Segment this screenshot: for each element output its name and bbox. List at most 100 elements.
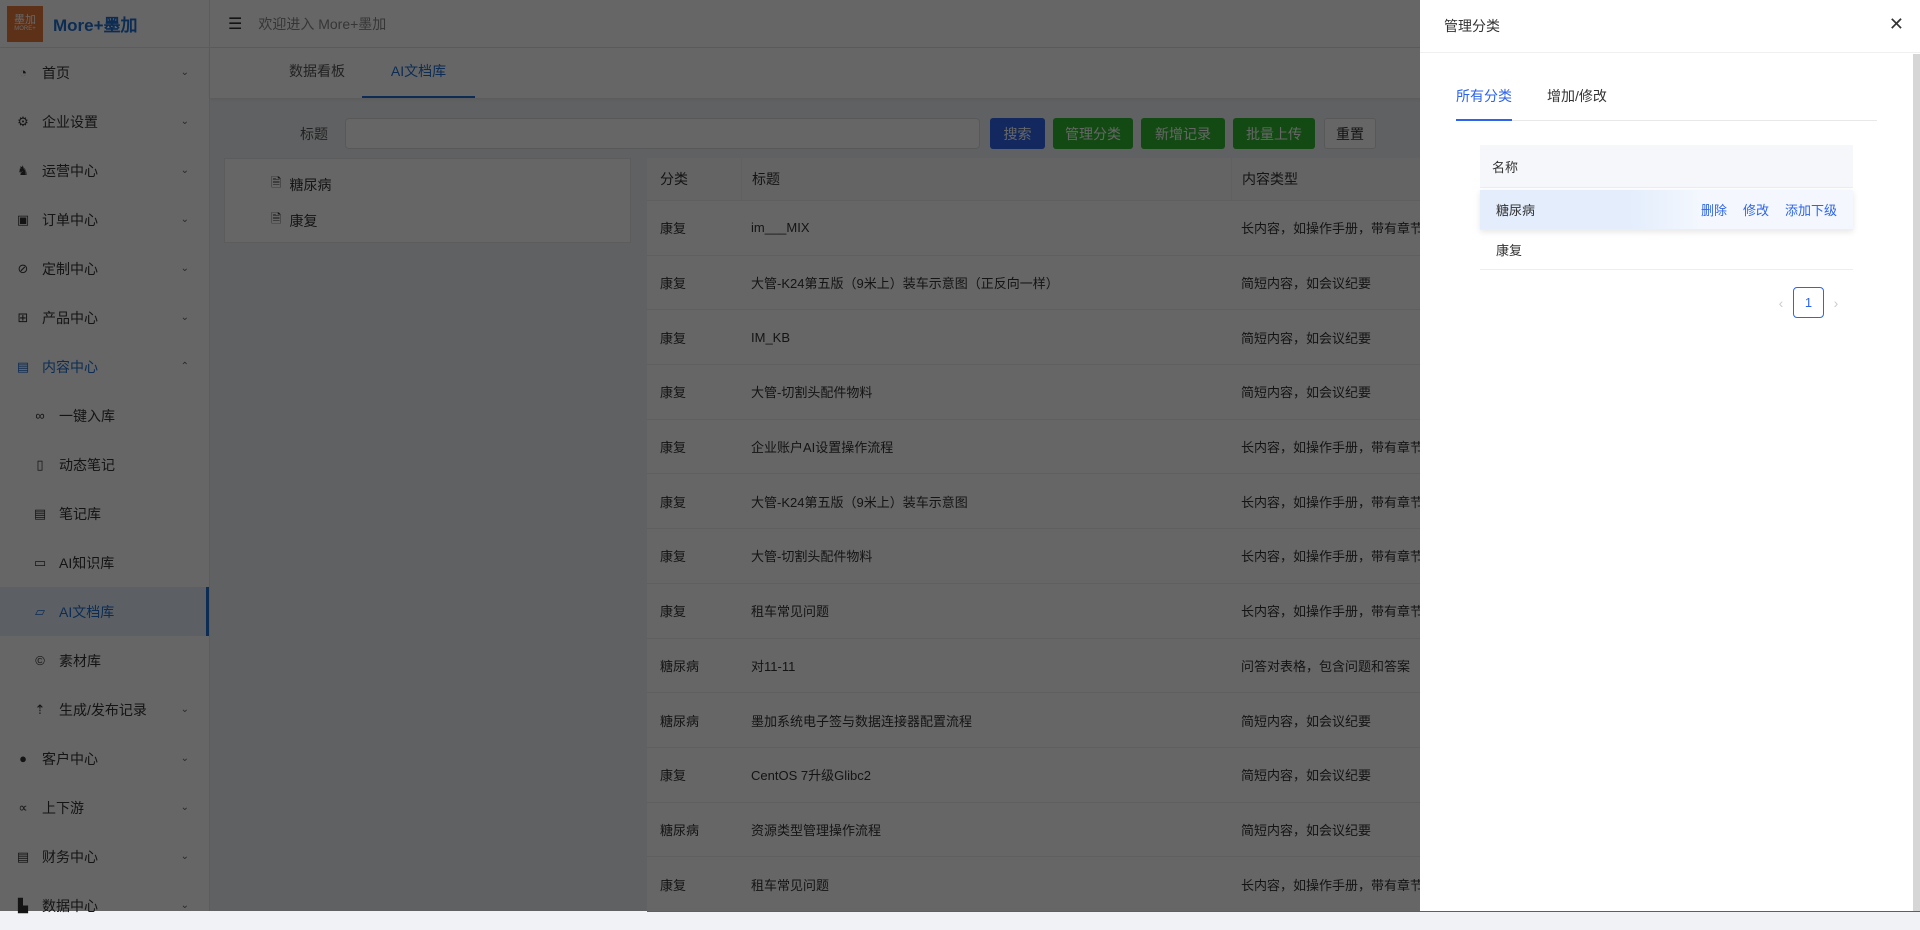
page-1-button[interactable]: 1 xyxy=(1793,287,1824,318)
sidebar-item[interactable]: ▤ 笔记库 xyxy=(0,489,209,538)
manage-category-button[interactable]: 管理分类 xyxy=(1053,118,1133,149)
sidebar-item[interactable]: ⊞ 产品中心 ⌄ xyxy=(0,293,209,342)
sidebar-item-label: 首页 xyxy=(42,64,70,81)
welcome-text: 欢迎进入 More+墨加 xyxy=(258,15,387,32)
cell-category: 康复 xyxy=(660,877,687,893)
column-header: 名称 xyxy=(1480,145,1853,188)
brand-name: More+墨加 xyxy=(53,16,138,35)
scrollbar[interactable] xyxy=(1913,54,1920,911)
chevron-icon: ⌃ xyxy=(180,361,189,372)
table-row[interactable]: 康复 大管-K24第五版（9米上）装车示意图（正反向一样） 简短内容，如会议纪要 xyxy=(647,256,1920,311)
cell-category: 康复 xyxy=(660,549,687,565)
cloud-upload-icon: ⇡ xyxy=(34,701,46,717)
cell-title: 大管-K24第五版（9米上）装车示意图 xyxy=(751,494,968,510)
cell-category: 康复 xyxy=(660,494,687,510)
sidebar-item[interactable]: © 素材库 xyxy=(0,636,209,685)
close-icon[interactable]: ✕ xyxy=(1888,14,1904,34)
prev-page-icon[interactable]: ‹ xyxy=(1778,294,1784,311)
table-row[interactable]: 康复 IM_KB 简短内容，如会议纪要 xyxy=(647,310,1920,366)
cell-title: im___MIX xyxy=(751,220,810,236)
sidebar-item[interactable]: ⊘ 定制中心 ⌄ xyxy=(0,244,209,293)
grid-icon: ⊞ xyxy=(17,309,29,325)
sidebar-item[interactable]: ⚙ 企业设置 ⌄ xyxy=(0,97,209,146)
tree-item[interactable]: 🗎 糖尿病 xyxy=(225,167,630,203)
sidebar: 墨加 MORE+ More+墨加 ◔ 首页 ⌄ ⚙ 企业设置 ⌄ ♞ 运营中心 ⌄ ▣ 订单中心 ⌄ ⊘ 定… xyxy=(0,0,210,914)
chevron-icon: ⌄ xyxy=(180,165,189,176)
cell-content-type: 简短内容，如会议纪要 xyxy=(1241,768,1372,784)
table-row[interactable]: 糖尿病 对11-11 问答对表格，包含问题和答案 xyxy=(647,639,1920,694)
next-page-icon[interactable]: › xyxy=(1833,294,1839,311)
tab-dashboard[interactable]: 数据看板 xyxy=(289,63,345,79)
sidebar-item[interactable]: ▱ AI文档库 xyxy=(0,587,209,636)
column-header: 标题 xyxy=(741,158,1231,200)
sidebar-item[interactable]: ▤ 内容中心 ⌃ xyxy=(0,342,209,391)
sidebar-item-label: 产品中心 xyxy=(42,309,98,326)
menu-collapse-icon[interactable]: ☰ xyxy=(228,15,243,33)
column-header: 分类 xyxy=(660,171,688,187)
android-icon: ♞ xyxy=(17,162,29,178)
sidebar-item[interactable]: ∞ 一键入库 xyxy=(0,391,209,440)
edit-link[interactable]: 修改 xyxy=(1742,203,1769,218)
sidebar-item-label: AI文档库 xyxy=(59,603,115,620)
cell-content-type: 简短内容，如会议纪要 xyxy=(1241,713,1372,729)
sidebar-item[interactable]: ▯ 动态笔记 xyxy=(0,440,209,489)
ledger-icon: ▤ xyxy=(16,848,30,864)
cell-category: 康复 xyxy=(660,385,687,401)
manage-category-drawer: 管理分类 ✕ 所有分类 增加/修改 名称 糖尿病 删除 修改 添加下级 康复 ‹… xyxy=(1420,0,1920,911)
title-search-input[interactable] xyxy=(345,118,980,149)
sidebar-item[interactable]: ⇡ 生成/发布记录 ⌄ xyxy=(0,685,209,734)
cell-category: 康复 xyxy=(660,330,687,346)
cell-content-type: 简短内容，如会议纪要 xyxy=(1241,822,1372,838)
area-chart-icon: ▙ xyxy=(18,897,28,913)
cell-category: 康复 xyxy=(660,440,687,456)
chevron-icon: ⌄ xyxy=(180,753,189,764)
sidebar-item[interactable]: ▙ 数据中心 ⌄ xyxy=(0,881,209,930)
content-icon: ▤ xyxy=(16,358,30,374)
add-record-button[interactable]: 新增记录 xyxy=(1141,118,1225,149)
delete-link[interactable]: 删除 xyxy=(1700,203,1727,218)
category-tree: 🗎 糖尿病 🗎 康复 xyxy=(224,158,631,243)
sidebar-item[interactable]: ♞ 运营中心 ⌄ xyxy=(0,146,209,195)
sidebar-item-label: 企业设置 xyxy=(42,113,98,130)
chain-icon: ∝ xyxy=(18,799,28,815)
cell-title: CentOS 7升级Glibc2 xyxy=(751,768,871,784)
batch-upload-button[interactable]: 批量上传 xyxy=(1233,118,1315,149)
table-row[interactable]: 康复 im___MIX 长内容，如操作手册，带有章节、段落等复杂 xyxy=(647,201,1920,256)
sidebar-item[interactable]: ◔ 首页 ⌄ xyxy=(0,48,209,97)
sidebar-item[interactable]: ▤ 财务中心 ⌄ xyxy=(0,832,209,881)
table-row[interactable]: 糖尿病 删除 修改 添加下级 xyxy=(1480,190,1853,230)
sidebar-item[interactable]: ∝ 上下游 ⌄ xyxy=(0,783,209,832)
sidebar-item[interactable]: ▭ AI知识库 xyxy=(0,538,209,587)
sidebar-item[interactable]: ● 客户中心 ⌄ xyxy=(0,734,209,783)
cell-category: 康复 xyxy=(660,604,687,620)
sidebar-item[interactable]: ▣ 订单中心 ⌄ xyxy=(0,195,209,244)
table-row[interactable]: 康复 CentOS 7升级Glibc2 简短内容，如会议纪要 xyxy=(647,748,1920,803)
pagination: ‹ 1 › xyxy=(1773,287,1844,318)
reset-button[interactable]: 重置 xyxy=(1324,118,1376,149)
cell-title: 墨加系统电子签与数据连接器配置流程 xyxy=(751,713,973,729)
drawer-tabs: 所有分类 增加/修改 xyxy=(1456,86,1877,121)
chevron-icon: ⌄ xyxy=(180,851,189,862)
cell-content-type: 简短内容，如会议纪要 xyxy=(1241,276,1372,292)
sidebar-item-label: 财务中心 xyxy=(42,848,98,865)
table-row[interactable]: 康复 大管-切割头配件物料 简短内容，如会议纪要 xyxy=(647,365,1920,420)
add-child-link[interactable]: 添加下级 xyxy=(1784,203,1837,218)
table-row[interactable]: 康复 xyxy=(1480,230,1853,270)
drawer-title: 管理分类 xyxy=(1444,18,1500,34)
tab-all-categories[interactable]: 所有分类 xyxy=(1456,86,1512,121)
cell-title: 租车常见问题 xyxy=(751,604,830,620)
copyright-icon: © xyxy=(35,653,45,668)
table-row[interactable]: 糖尿病 墨加系统电子签与数据连接器配置流程 简短内容，如会议纪要 xyxy=(647,693,1920,748)
knowledge-file-icon: ▭ xyxy=(33,554,47,570)
table-row[interactable]: 糖尿病 资源类型管理操作流程 简短内容，如会议纪要 xyxy=(647,803,1920,858)
drawer-header: 管理分类 ✕ xyxy=(1420,0,1920,53)
cell-category: 糖尿病 xyxy=(660,658,700,674)
notebook-icon: ▤ xyxy=(33,505,47,521)
chevron-icon: ⌄ xyxy=(180,312,189,323)
tree-item[interactable]: 🗎 康复 xyxy=(225,203,630,239)
tab-add-edit[interactable]: 增加/修改 xyxy=(1547,88,1607,104)
tab-ai-docs[interactable]: AI文档库 xyxy=(362,48,475,98)
sidebar-menu: ◔ 首页 ⌄ ⚙ 企业设置 ⌄ ♞ 运营中心 ⌄ ▣ 订单中心 ⌄ ⊘ 定制中心 ⌄ ⊞ 产品中心 ⌄ ▤ 内容中心 ⌃… xyxy=(0,48,209,930)
search-button[interactable]: 搜索 xyxy=(990,118,1045,149)
sidebar-item-label: 内容中心 xyxy=(42,358,98,375)
